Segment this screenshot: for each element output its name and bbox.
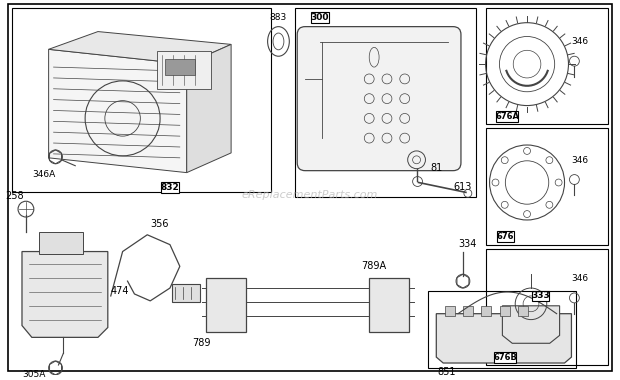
Polygon shape [187, 44, 231, 173]
Text: 676A: 676A [495, 112, 520, 121]
Bar [161, 182, 179, 193]
Bar [532, 290, 549, 301]
Text: 334: 334 [458, 239, 476, 249]
Text: 789: 789 [192, 338, 211, 348]
Bar [206, 278, 246, 332]
Bar [485, 8, 608, 124]
Bar [12, 8, 270, 192]
Bar [495, 352, 516, 363]
Text: 789A: 789A [361, 261, 386, 271]
Text: 356: 356 [150, 219, 169, 229]
Polygon shape [436, 314, 572, 363]
Bar [157, 51, 211, 89]
Text: 613: 613 [453, 182, 471, 193]
Bar [445, 306, 455, 316]
Bar [485, 249, 608, 365]
Text: 832: 832 [161, 183, 179, 192]
Polygon shape [22, 252, 108, 337]
Text: 676: 676 [497, 232, 514, 241]
Bar [500, 306, 510, 316]
Bar [518, 306, 528, 316]
Polygon shape [48, 32, 231, 64]
Text: 346: 346 [572, 156, 588, 165]
Text: 474: 474 [111, 286, 129, 296]
Text: 300: 300 [311, 13, 329, 22]
Bar [172, 284, 200, 302]
Bar [485, 128, 608, 245]
Bar [480, 306, 490, 316]
FancyBboxPatch shape [297, 27, 461, 171]
Polygon shape [48, 49, 187, 173]
Bar [497, 231, 514, 242]
Bar [463, 306, 473, 316]
Text: 883: 883 [270, 13, 287, 22]
Text: 346: 346 [572, 274, 588, 283]
Bar [311, 12, 329, 23]
Bar [497, 111, 518, 122]
Text: 305A: 305A [22, 370, 45, 379]
Bar [370, 278, 409, 332]
Text: 333: 333 [531, 291, 550, 301]
Text: 676B: 676B [494, 353, 517, 362]
Text: 851: 851 [437, 367, 456, 377]
Polygon shape [502, 306, 560, 343]
Bar [428, 291, 577, 368]
Text: 81: 81 [430, 163, 443, 173]
Text: 346: 346 [572, 38, 588, 46]
Bar [165, 59, 195, 75]
Bar [39, 232, 83, 253]
Text: 346A: 346A [32, 169, 55, 179]
Bar [295, 8, 476, 197]
Text: eReplacementParts.com: eReplacementParts.com [242, 190, 378, 200]
Text: 258: 258 [5, 191, 24, 201]
